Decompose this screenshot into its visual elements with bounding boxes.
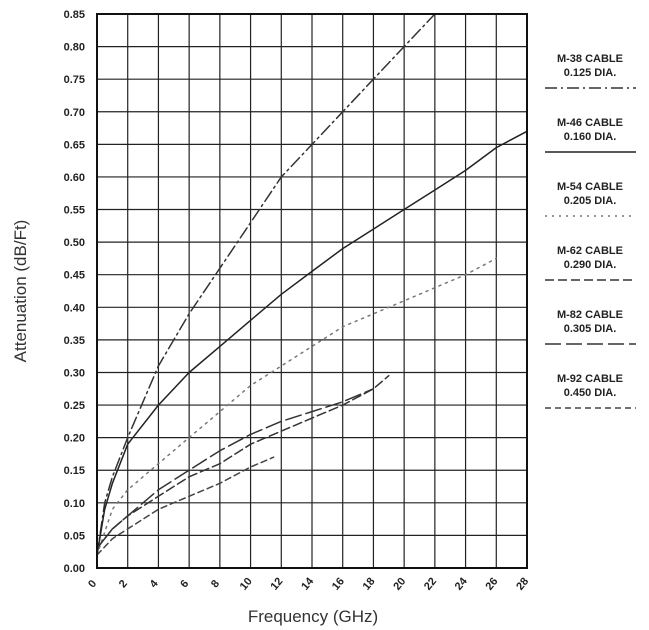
x-tick-label-13: 26 xyxy=(483,576,500,593)
y-tick-labels: 0.00 0.05 0.10 0.15 0.20 0.25 0.30 0.35 0.40 0.45… xyxy=(64,9,85,575)
series-line-m-38-cable xyxy=(96,13,436,556)
y-tick-label-6: 0.30 xyxy=(64,367,85,379)
legend-label-m-82-cable: M-82 CABLE xyxy=(557,309,623,321)
x-tick-label-6: 12 xyxy=(268,576,285,593)
y-tick-label-1: 0.05 xyxy=(64,530,85,542)
legend-sublabel-m-82-cable: 0.305 DIA. xyxy=(564,323,617,335)
legend-sublabel-m-92-cable: 0.450 DIA. xyxy=(564,387,617,399)
series-line-m-92-cable xyxy=(96,456,275,556)
legend-sublabel-m-54-cable: 0.205 DIA. xyxy=(564,195,617,207)
x-tick-label-8: 16 xyxy=(330,576,347,593)
x-axis-title: Frequency (GHz) xyxy=(248,607,378,626)
series-line-m-62-cable xyxy=(96,374,390,550)
y-tick-label-10: 0.50 xyxy=(64,237,85,249)
x-tick-label-4: 8 xyxy=(209,578,222,590)
y-tick-label-2: 0.10 xyxy=(64,498,85,510)
y-tick-label-11: 0.55 xyxy=(64,205,85,217)
legend-sublabel-m-46-cable: 0.160 DIA. xyxy=(564,131,617,143)
series-line-m-82-cable xyxy=(96,388,375,550)
x-tick-label-7: 14 xyxy=(299,575,317,593)
y-tick-label-7: 0.35 xyxy=(64,335,85,347)
grid xyxy=(96,13,528,569)
legend-label-m-62-cable: M-62 CABLE xyxy=(557,245,623,257)
x-tick-label-9: 18 xyxy=(361,576,378,593)
legend-sublabel-m-38-cable: 0.125 DIA. xyxy=(564,67,617,79)
series-layer xyxy=(96,13,528,556)
y-tick-label-4: 0.20 xyxy=(64,433,85,445)
y-tick-label-15: 0.75 xyxy=(64,74,85,86)
x-tick-label-3: 6 xyxy=(178,578,191,590)
y-tick-label-13: 0.65 xyxy=(64,139,85,151)
x-tick-label-1: 2 xyxy=(117,578,130,590)
legend-label-m-38-cable: M-38 CABLE xyxy=(557,53,623,65)
y-tick-label-8: 0.40 xyxy=(64,302,85,314)
x-tick-label-2: 4 xyxy=(148,577,162,590)
y-tick-label-16: 0.80 xyxy=(64,42,85,54)
series-line-m-54-cable xyxy=(96,257,498,556)
x-tick-label-5: 10 xyxy=(238,576,255,593)
x-tick-label-11: 22 xyxy=(422,576,439,593)
legend-sublabel-m-62-cable: 0.290 DIA. xyxy=(564,259,617,271)
series-line-m-46-cable xyxy=(96,130,528,556)
y-tick-label-14: 0.70 xyxy=(64,107,85,119)
y-tick-label-0: 0.00 xyxy=(64,563,85,575)
y-axis-title: Attenuation (dB/Ft) xyxy=(11,220,30,363)
plot-frame xyxy=(96,13,528,569)
x-tick-label-0: 0 xyxy=(86,578,99,590)
legend-label-m-54-cable: M-54 CABLE xyxy=(557,181,623,193)
y-tick-label-9: 0.45 xyxy=(64,270,85,282)
x-tick-label-10: 20 xyxy=(391,576,408,593)
x-tick-labels: 0 2 4 6 8 10 12 14 16 18 20 22 24 26 28 xyxy=(86,575,531,593)
y-tick-label-12: 0.60 xyxy=(64,172,85,184)
legend: M-38 CABLE 0.125 DIA. M-46 CABLE 0.160 DIA.… xyxy=(545,53,636,409)
y-tick-label-3: 0.15 xyxy=(64,465,85,477)
x-tick-label-14: 28 xyxy=(514,576,531,593)
legend-label-m-92-cable: M-92 CABLE xyxy=(557,373,623,385)
legend-label-m-46-cable: M-46 CABLE xyxy=(557,117,623,129)
x-tick-label-12: 24 xyxy=(453,575,471,593)
y-tick-label-17: 0.85 xyxy=(64,9,85,21)
y-tick-label-5: 0.25 xyxy=(64,400,85,412)
